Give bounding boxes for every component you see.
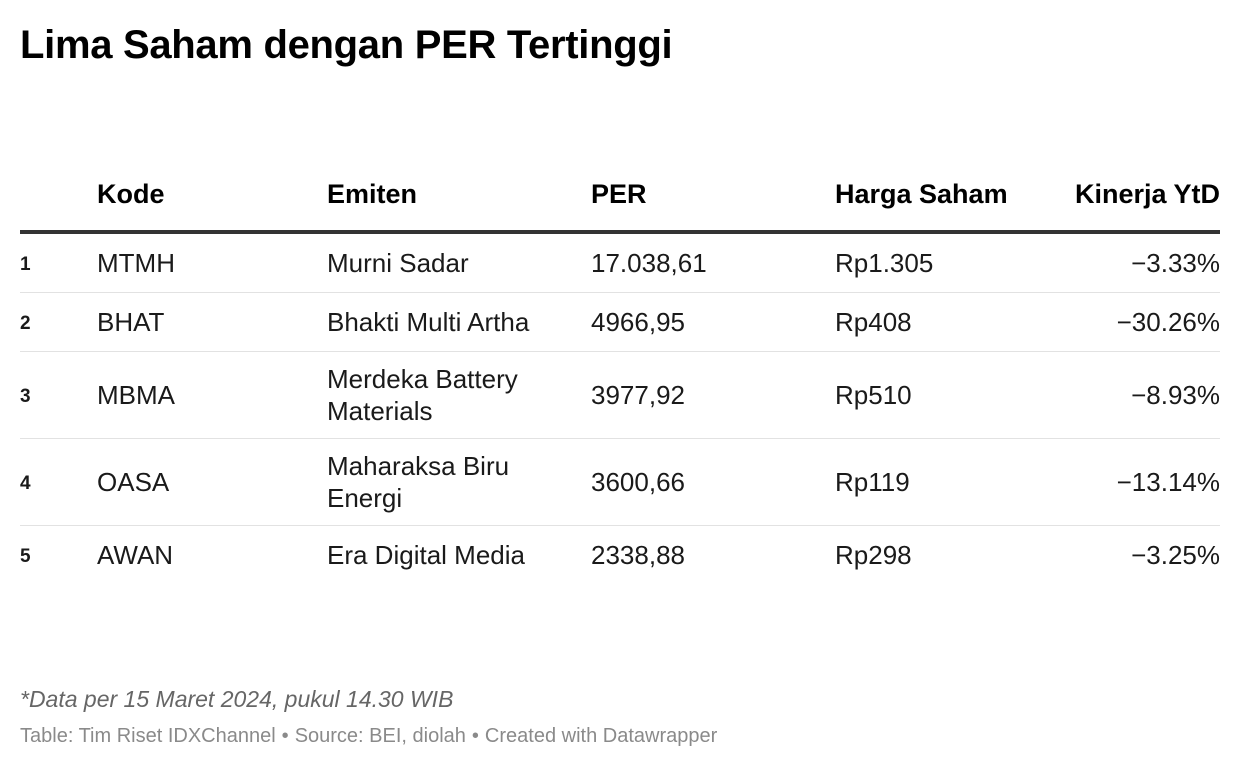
table-row: 4 OASA Maharaksa Biru Energi 3600,66 Rp1… (20, 438, 1220, 526)
row-per: 4966,95 (591, 292, 835, 352)
row-code: MTMH (97, 232, 327, 293)
row-rank: 5 (20, 546, 31, 567)
row-per: 3977,92 (591, 351, 835, 439)
chart-container: Lima Saham dengan PER Tertinggi Kode Emi… (20, 0, 1220, 770)
row-name: Murni Sadar (327, 232, 591, 293)
footer-separator: • (281, 725, 289, 747)
row-code: BHAT (97, 292, 327, 352)
row-rank: 4 (20, 438, 97, 526)
header-per[interactable]: PER (591, 120, 835, 234)
row-price: Rp119 (835, 438, 1065, 526)
row-ytd: −3.33% (1065, 232, 1220, 293)
table-row: 2 BHAT Bhakti Multi Artha 4966,95 Rp408 … (20, 292, 1220, 352)
row-name: Maharaksa Biru Energi (327, 438, 591, 526)
row-code: OASA (97, 438, 327, 526)
row-per: 3600,66 (591, 438, 835, 526)
row-per: 2338,88 (591, 540, 685, 570)
table-row: 3 MBMA Merdeka Battery Materials 3977,92… (20, 351, 1220, 439)
header-price[interactable]: Harga Saham (835, 120, 1065, 234)
row-price: Rp1.305 (835, 232, 1065, 293)
row-ytd: −13.14% (1065, 438, 1220, 526)
data-table: Kode Emiten PER Harga Saham Kinerja YtD … (20, 120, 1220, 584)
header-rank (20, 120, 97, 234)
row-price: Rp298 (835, 540, 912, 570)
table-row: 5 AWAN Era Digital Media 2338,88 Rp298 −… (20, 526, 1220, 585)
table-credit: Table: Tim Riset IDXChannel (20, 725, 276, 747)
table-row: 1 MTMH Murni Sadar 17.038,61 Rp1.305 −3.… (20, 232, 1220, 293)
row-rank: 3 (20, 351, 97, 439)
row-code: MBMA (97, 351, 327, 439)
datawrapper-link[interactable]: Created with Datawrapper (484, 725, 718, 747)
row-name: Era Digital Media (327, 540, 525, 570)
footer-separator: • (471, 725, 479, 747)
row-name: Bhakti Multi Artha (327, 292, 591, 352)
data-note: *Data per 15 Maret 2024, pukul 14.30 WIB (20, 686, 454, 712)
row-code: AWAN (97, 540, 174, 570)
header-ytd[interactable]: Kinerja YtD (1065, 120, 1220, 234)
row-rank: 1 (20, 232, 97, 293)
row-per: 17.038,61 (591, 232, 835, 293)
row-price: Rp408 (835, 292, 1065, 352)
table-header-row: Kode Emiten PER Harga Saham Kinerja YtD (20, 120, 1220, 234)
header-name[interactable]: Emiten (327, 120, 591, 234)
header-code[interactable]: Kode (97, 120, 327, 234)
row-ytd: −8.93% (1065, 351, 1220, 439)
footer-credits: Table: Tim Riset IDXChannel • Source: BEI,… (20, 722, 717, 750)
row-rank: 2 (20, 292, 97, 352)
source-credit: Source: BEI, diolah (294, 725, 466, 747)
row-ytd: −30.26% (1065, 292, 1220, 352)
row-price: Rp510 (835, 351, 1065, 439)
row-name: Merdeka Battery Materials (327, 351, 591, 439)
chart-title: Lima Saham dengan PER Tertinggi (20, 23, 673, 67)
row-ytd: −3.25% (1131, 540, 1220, 570)
